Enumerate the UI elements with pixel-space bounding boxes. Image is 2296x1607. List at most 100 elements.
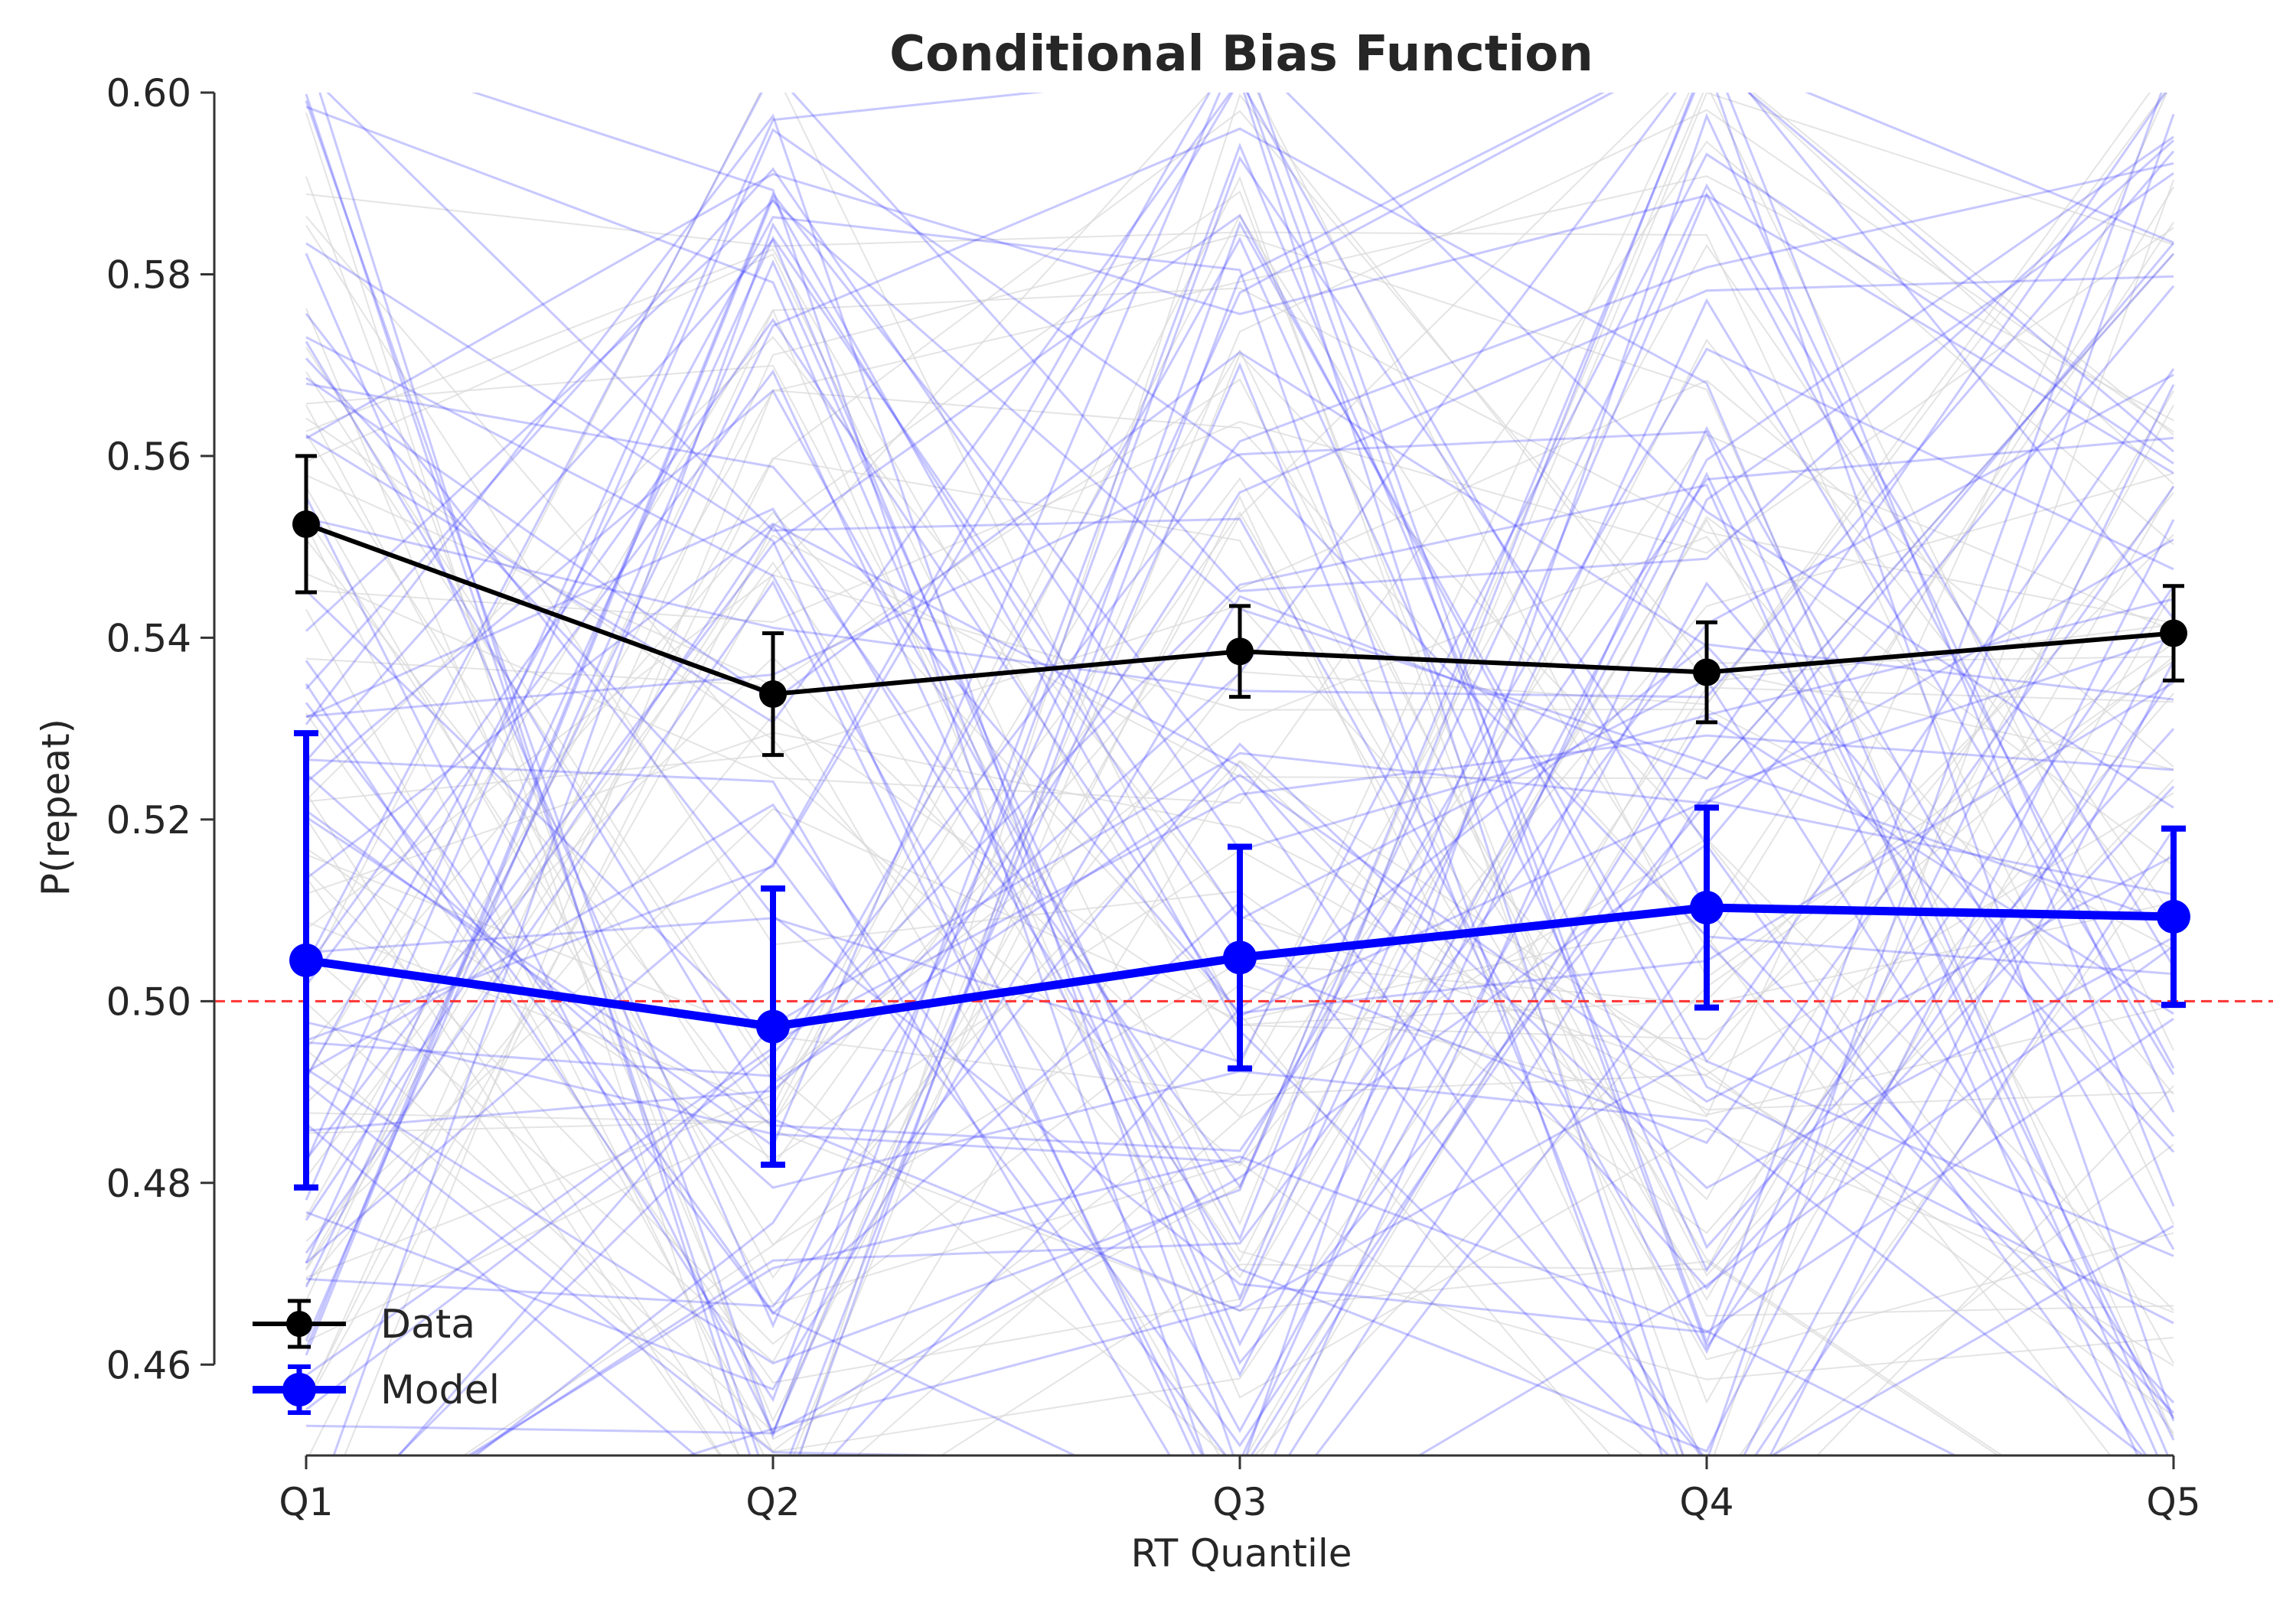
data-bootstrap-trace	[305, 524, 2174, 1455]
data-bootstrap-trace	[305, 93, 2174, 1404]
y-tick-label: 0.56	[106, 435, 191, 479]
data-bootstrap-trace	[305, 308, 2174, 1399]
data-bootstrap-trace	[305, 353, 2174, 1455]
model-sample-trace	[305, 589, 2174, 1044]
model-sample-trace	[305, 341, 2175, 1312]
data-bootstrap-trace	[305, 486, 2174, 1455]
model-sample-trace	[305, 93, 2175, 1455]
x-tick-label: Q4	[1679, 1480, 1733, 1524]
x-tick-label: Q1	[279, 1480, 333, 1524]
model-sample-trace	[305, 362, 2175, 1455]
y-tick-label: 0.60	[106, 71, 191, 116]
data-point	[2160, 619, 2187, 647]
model-sample-trace	[305, 93, 2175, 1422]
model-sample-trace	[305, 135, 2174, 1347]
data-bootstrap-trace	[305, 93, 2174, 1364]
y-tick-label: 0.46	[106, 1343, 191, 1387]
data-bootstrap-trace	[305, 109, 2174, 1433]
model-sample-trace	[687, 298, 2175, 1455]
model-sample-trace	[471, 373, 2174, 1455]
data-bootstrap-trace	[305, 516, 2174, 1384]
series-data	[292, 454, 2187, 758]
data-point	[289, 943, 323, 977]
x-tick-label: Q3	[1212, 1480, 1267, 1524]
data-point	[1693, 658, 1720, 686]
data-bootstrap-trace	[344, 390, 2111, 1455]
model-sample-trace	[305, 172, 2174, 474]
background-traces	[305, 93, 2175, 1455]
model-sample-trace	[305, 142, 2175, 1403]
data-bootstrap-trace	[305, 175, 2174, 1217]
model-sample-trace	[305, 191, 2175, 1341]
legend-label-data: Data	[380, 1302, 475, 1348]
data-point	[1223, 940, 1257, 975]
y-tick-label: 0.50	[106, 980, 191, 1024]
model-sample-trace	[305, 106, 2174, 1365]
model-sample-trace	[305, 93, 2175, 1455]
model-sample-trace	[475, 275, 2174, 1455]
data-bootstrap-trace	[305, 380, 2174, 1134]
data-bootstrap-trace	[305, 539, 1999, 1455]
y-tick-label: 0.54	[106, 616, 191, 660]
model-sample-trace	[305, 636, 2174, 1455]
data-bootstrap-trace	[305, 112, 2174, 1455]
data-bootstrap-trace	[463, 759, 2174, 1455]
model-sample-trace	[305, 242, 2175, 1455]
model-sample-trace	[305, 430, 2159, 1455]
model-sample-trace	[305, 113, 2174, 1455]
legend-item-data: Data	[253, 1299, 475, 1349]
model-sample-trace	[305, 484, 2139, 1455]
model-sample-trace	[305, 350, 2175, 1153]
model-sample-trace	[305, 236, 2175, 1273]
data-point	[292, 510, 320, 538]
data-bootstrap-trace	[305, 287, 2174, 1301]
data-point	[1690, 891, 1724, 925]
y-tick-label: 0.48	[106, 1162, 191, 1206]
model-sample-trace	[397, 242, 2175, 1455]
model-sample-trace	[471, 93, 2174, 1455]
data-bootstrap-trace	[305, 93, 2166, 1455]
legend-item-model: Model	[253, 1364, 500, 1415]
legend-marker-data	[286, 1311, 312, 1337]
data-bootstrap-trace	[305, 434, 2174, 1118]
model-sample-trace	[305, 172, 2174, 1455]
data-bootstrap-trace	[305, 348, 2174, 1317]
data-bootstrap-trace	[305, 338, 2174, 1263]
model-sample-trace	[397, 773, 2174, 1455]
model-sample-trace	[305, 253, 2175, 1391]
legend-marker-model	[282, 1373, 316, 1407]
model-sample-trace	[305, 93, 2174, 1148]
data-bootstrap-trace	[305, 574, 2174, 950]
model-sample-trace	[305, 507, 2175, 1453]
model-sample-trace	[305, 113, 2175, 1455]
model-sample-trace	[305, 112, 2175, 1455]
model-sample-trace	[305, 183, 2175, 1221]
model-sample-trace	[305, 336, 2175, 1433]
axes: 0.46 0.48 0.50 0.52 0.54 0.56 0.58 0.60 Q1 Q2 Q3 Q4…	[106, 71, 2201, 1524]
model-sample-trace	[305, 347, 2174, 1164]
data-bootstrap-trace	[305, 378, 2174, 1277]
model-sample-trace	[305, 162, 2174, 1377]
model-sample-trace	[467, 1155, 1956, 1455]
data-bootstrap-trace	[305, 433, 2174, 1301]
data-bootstrap-trace	[305, 308, 2174, 1455]
data-bootstrap-trace	[305, 609, 2174, 1453]
data-bootstrap-trace	[799, 93, 2174, 1455]
model-sample-trace	[305, 312, 2174, 1334]
model-sample-trace	[305, 522, 2175, 1290]
data-bootstrap-trace	[305, 347, 2174, 1455]
data-bootstrap-trace	[305, 492, 2174, 1063]
model-sample-trace	[305, 216, 2175, 1455]
y-tick-label: 0.58	[106, 253, 191, 297]
model-sample-trace	[305, 425, 2175, 1455]
model-sample-trace	[305, 93, 2175, 1328]
series-model	[289, 730, 2190, 1191]
model-sample-trace	[305, 93, 2167, 1448]
model-sample-trace	[305, 214, 2174, 1325]
x-tick-label: Q2	[745, 1480, 800, 1524]
x-tick-label: Q5	[2146, 1480, 2200, 1524]
model-sample-trace	[305, 100, 2148, 1455]
data-bootstrap-trace	[305, 175, 2174, 1455]
model-sample-trace	[305, 436, 2174, 1152]
data-bootstrap-trace	[305, 837, 2174, 1455]
